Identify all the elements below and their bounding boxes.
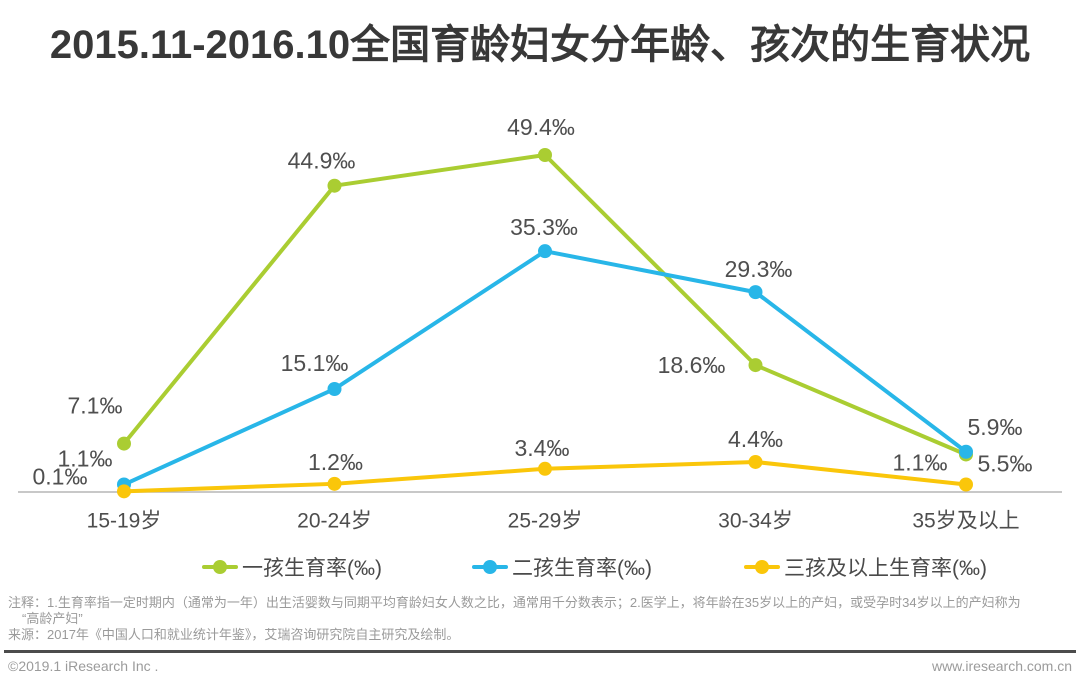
- data-point: [538, 244, 552, 259]
- data-point: [748, 285, 763, 300]
- copyright-text: ©2019.1 iResearch Inc .: [8, 658, 159, 674]
- data-point: [748, 358, 763, 373]
- value-label: 3.4‰: [515, 435, 570, 461]
- value-label: 44.9‰: [288, 148, 356, 174]
- legend-label: 二孩生育率(‰): [512, 557, 652, 580]
- value-label: 1.1‰: [58, 445, 113, 471]
- x-tick-label: 25-29岁: [508, 510, 583, 533]
- data-point: [327, 381, 342, 396]
- value-label: 5.5‰: [978, 450, 1033, 476]
- value-label: 5.9‰: [968, 414, 1023, 440]
- website-url: www.iresearch.com.cn: [931, 658, 1072, 674]
- legend-label: 一孩生育率(‰): [242, 557, 382, 580]
- legend-dot-icon: [213, 560, 227, 574]
- value-label: 4.4‰: [728, 426, 783, 452]
- value-label: 15.1‰: [281, 350, 349, 376]
- note-line-3: 来源：2017年《中国人口和就业统计年鉴》，艾瑞咨询研究院自主研究及绘制。: [8, 627, 460, 642]
- data-point: [538, 147, 552, 162]
- value-label: 1.1‰: [893, 449, 948, 475]
- legend-item-1: 二孩生育率(‰): [472, 554, 652, 580]
- chart-legend: 一孩生育率(‰) 二孩生育率(‰) 三孩及以上生育率(‰): [0, 554, 1080, 580]
- legend-dot-icon: [755, 560, 769, 574]
- x-tick-label: 20-24岁: [297, 510, 372, 533]
- x-tick-label: 15-19岁: [87, 510, 162, 533]
- data-point: [959, 444, 973, 459]
- value-label: 7.1‰: [68, 393, 123, 419]
- series-line-0: [122, 152, 968, 457]
- page-title: 2015.11-2016.10全国育龄妇女分年龄、孩次的生育状况: [49, 23, 1031, 67]
- data-point: [748, 454, 763, 469]
- legend-item-2: 三孩及以上生育率(‰): [744, 554, 987, 580]
- footer-divider: [4, 650, 1076, 653]
- data-point: [327, 476, 342, 491]
- value-label: 1.2‰: [308, 449, 363, 475]
- x-tick-label: 35岁及以上: [912, 510, 1019, 533]
- x-tick-label: 30-34岁: [718, 510, 793, 533]
- data-point: [117, 436, 131, 451]
- data-point: [959, 477, 973, 492]
- value-label: 49.4‰: [507, 114, 575, 140]
- notes-block: 注释：1.生育率指一定时期内（通常为一年）出生活婴数与同期平均育龄妇女人数之比，…: [8, 595, 1072, 643]
- legend-marker-icon: [744, 560, 780, 574]
- data-point: [327, 178, 342, 193]
- legend-dot-icon: [483, 560, 497, 574]
- value-label: 0.1‰: [33, 463, 88, 489]
- data-point: [538, 461, 552, 476]
- legend-item-0: 一孩生育率(‰): [202, 554, 382, 580]
- legend-marker-icon: [202, 560, 238, 574]
- data-point: [117, 484, 131, 499]
- legend-marker-icon: [472, 560, 508, 574]
- note-line-2: “高龄产妇”: [22, 611, 83, 626]
- value-label: 35.3‰: [510, 214, 578, 240]
- value-label: 18.6‰: [658, 352, 726, 378]
- value-label: 29.3‰: [725, 256, 793, 282]
- legend-label: 三孩及以上生育率(‰): [784, 557, 987, 580]
- note-line-1: 注释：1.生育率指一定时期内（通常为一年）出生活婴数与同期平均育龄妇女人数之比，…: [8, 595, 1021, 610]
